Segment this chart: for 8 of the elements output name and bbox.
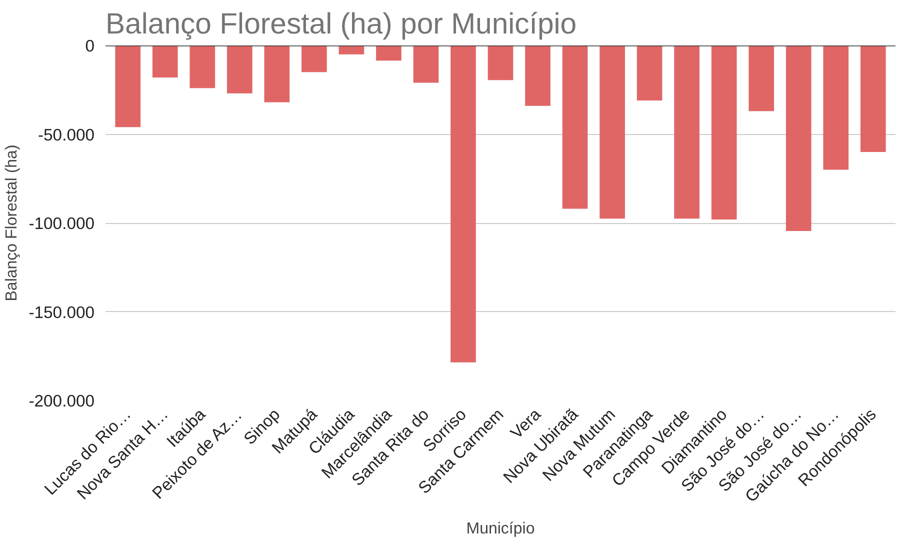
y-tick-label: 0	[85, 36, 94, 56]
chart-title: Balanço Florestal (ha) por Município	[106, 8, 577, 40]
y-tick-label: -200.000	[28, 392, 95, 410]
y-tick-label: -150.000	[28, 302, 95, 322]
y-axis-title: Balanço Florestal (ha)	[4, 144, 21, 302]
y-tick-label: -50.000	[38, 125, 95, 144]
y-tick-label: -100.000	[28, 214, 95, 233]
x-axis-title: Município	[466, 520, 535, 538]
